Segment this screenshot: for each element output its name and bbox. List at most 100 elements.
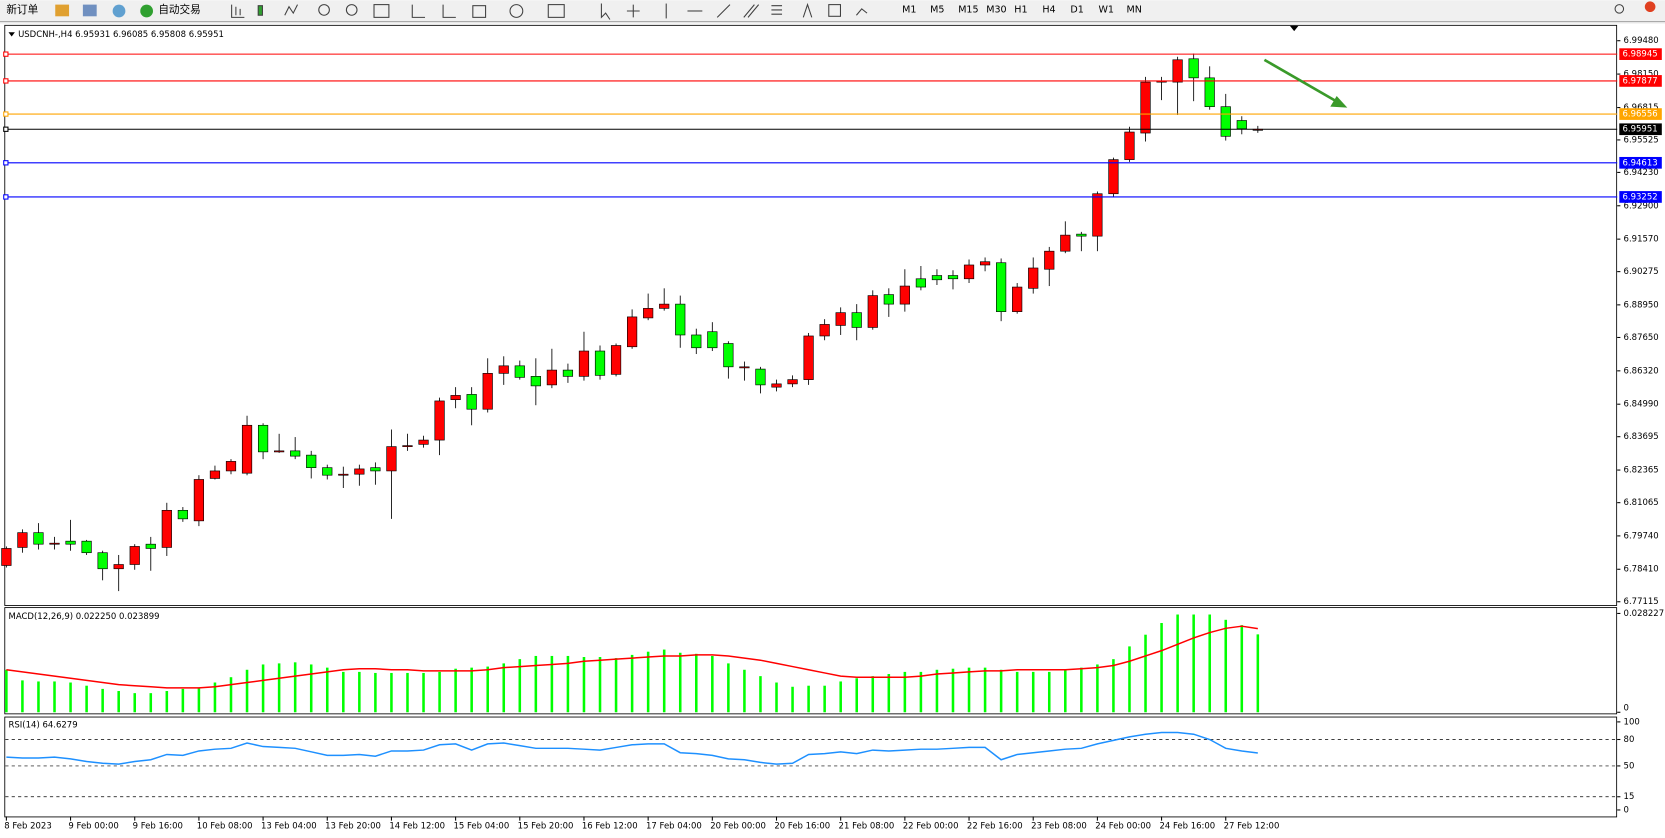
macd-bar: [711, 655, 714, 713]
icon[interactable]: [771, 5, 783, 15]
candle-body: [1108, 159, 1119, 195]
candle-body: [306, 454, 317, 468]
timeframe-button[interactable]: MN: [1127, 4, 1142, 15]
macd-bar: [1256, 634, 1260, 713]
price-line-marker: [3, 126, 9, 132]
candle-body: [610, 345, 622, 375]
candle-body: [145, 543, 156, 549]
macd-bar: [919, 671, 923, 713]
icon[interactable]: [802, 2, 813, 18]
candle-body: [434, 400, 445, 441]
x-tick-label: 9 Feb 16:00: [133, 821, 183, 831]
macd-bar: [1031, 671, 1035, 713]
y-tick-label: 6.84990: [1624, 400, 1659, 410]
new-order-button[interactable]: 新订单: [6, 3, 38, 16]
icon[interactable]: [284, 4, 298, 16]
icon[interactable]: [600, 3, 611, 20]
macd-bar: [518, 659, 522, 713]
y-tick-label: 6.79740: [1624, 531, 1659, 541]
candle-body: [659, 303, 670, 309]
toolbar-bg: [0, 0, 1665, 22]
auto-trading-button[interactable]: 自动交易: [158, 3, 200, 16]
timeframe-button[interactable]: M30: [986, 4, 1006, 15]
icon[interactable]: [112, 4, 126, 18]
icon[interactable]: [472, 5, 487, 18]
icon[interactable]: [257, 5, 263, 16]
candle-body: [562, 369, 574, 377]
candle-body: [1124, 131, 1135, 160]
icon[interactable]: [55, 4, 70, 17]
y-tick-label: 6.99480: [1624, 36, 1659, 46]
rsi-panel-border: [4, 716, 1618, 818]
candle-body: [1236, 120, 1247, 130]
icon[interactable]: [743, 4, 760, 18]
icon[interactable]: [716, 4, 731, 18]
timeframe-button[interactable]: D1: [1070, 4, 1083, 15]
icon[interactable]: [626, 4, 640, 18]
candle-body: [931, 275, 943, 281]
y-tick-label: 80: [1624, 735, 1635, 745]
notification-badge[interactable]: [1644, 1, 1656, 13]
tool-icons: [231, 2, 1625, 20]
macd-bar: [967, 667, 971, 713]
macd-bar: [743, 669, 746, 713]
icon[interactable]: [855, 8, 868, 16]
icon[interactable]: [442, 4, 456, 18]
macd-bar: [839, 681, 842, 713]
macd-bar: [149, 693, 153, 713]
timeframe-button[interactable]: H4: [1042, 4, 1055, 15]
macd-bar: [406, 672, 409, 713]
y-tick-label: 100: [1624, 717, 1640, 727]
macd-bar: [165, 691, 169, 713]
x-tick-label: 17 Feb 04:00: [646, 821, 702, 831]
candle-body: [418, 439, 429, 445]
chart-header: USDCNH-,H4 6.95931 6.96085 6.95808 6.959…: [18, 30, 224, 40]
macd-bar: [502, 663, 506, 713]
toolbar: 新订单 自动交易: [0, 0, 1665, 23]
macd-bar: [646, 651, 650, 713]
macd-bar: [117, 691, 120, 713]
macd-bar: [342, 671, 345, 713]
y-tick-label: 6.81065: [1624, 498, 1659, 508]
candle-body: [1076, 233, 1087, 237]
macd-bar: [69, 682, 72, 713]
price-label: 6.95951: [1622, 125, 1657, 135]
candle-body: [370, 467, 381, 472]
timeframe-button[interactable]: H1: [1014, 4, 1027, 15]
macd-bar: [454, 668, 457, 713]
price-line-marker: [3, 51, 9, 57]
macd-bar: [823, 685, 826, 713]
timeframe-button[interactable]: W1: [1098, 4, 1114, 15]
candle-body: [49, 542, 60, 545]
arrow-head: [1330, 95, 1348, 108]
auto-trading-icon[interactable]: [140, 4, 154, 18]
macd-bar: [935, 669, 939, 713]
timeframe-button[interactable]: M1: [902, 4, 916, 15]
macd-bar: [181, 688, 185, 713]
macd-bar: [37, 681, 40, 713]
candle-body: [129, 546, 140, 565]
macd-bar: [293, 662, 297, 713]
icon[interactable]: [82, 4, 97, 17]
macd-bar: [277, 663, 281, 713]
timeframe-button[interactable]: M15: [958, 4, 978, 15]
icon[interactable]: [411, 4, 426, 18]
candle-body: [193, 479, 205, 522]
x-tick-label: 22 Feb 16:00: [967, 821, 1023, 831]
icon[interactable]: [318, 4, 330, 16]
icon[interactable]: [231, 4, 245, 18]
icon[interactable]: [547, 4, 565, 18]
macd-bar: [85, 685, 88, 713]
icon[interactable]: [828, 4, 842, 17]
icon[interactable]: [373, 4, 390, 18]
plot: 6.99480 6.98150 6.96815 6.95525 6.94230 6.929…: [1, 36, 1664, 831]
icon[interactable]: [345, 4, 358, 16]
y-tick-label: 6.77115: [1624, 597, 1659, 607]
search-icon[interactable]: [1614, 4, 1625, 14]
timeframe-button[interactable]: M5: [930, 4, 944, 15]
x-tick-label: 24 Feb 00:00: [1095, 821, 1151, 831]
chart-shift-marker: [1289, 25, 1299, 32]
icon[interactable]: [509, 4, 524, 18]
macd-panel-border: [4, 607, 1618, 715]
macd-bar: [261, 664, 265, 713]
